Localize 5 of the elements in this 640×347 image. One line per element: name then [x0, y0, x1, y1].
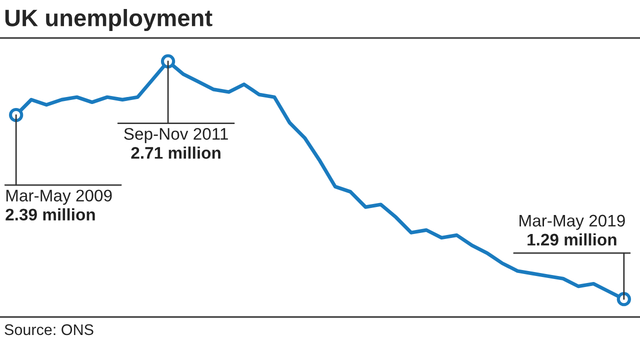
source-note: Source: ONS [4, 324, 94, 336]
annotation: Sep-Nov 2011 2.71 million [124, 128, 228, 159]
annotation: Mar-May 2009 2.39 million [6, 190, 112, 221]
annotation: Mar-May 2019 1.29 million [520, 214, 625, 246]
chart-title: UK unemployment [5, 8, 212, 32]
